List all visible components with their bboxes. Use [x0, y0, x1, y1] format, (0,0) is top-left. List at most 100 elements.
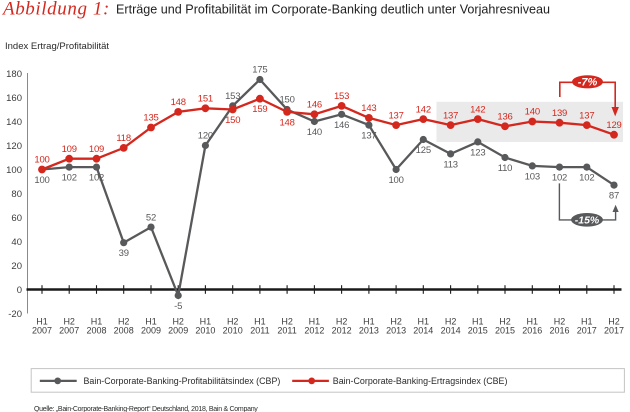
svg-text:H2: H2: [63, 317, 75, 327]
svg-text:Index Ertrag/Profitabilität: Index Ertrag/Profitabilität: [5, 41, 109, 52]
svg-text:2008: 2008: [86, 326, 106, 336]
svg-text:2014: 2014: [441, 326, 461, 336]
svg-text:2015: 2015: [495, 326, 515, 336]
svg-text:102: 102: [552, 173, 567, 184]
svg-text:137: 137: [443, 110, 458, 121]
svg-text:143: 143: [361, 103, 376, 114]
svg-text:H1: H1: [254, 317, 266, 327]
svg-text:2011: 2011: [277, 326, 296, 336]
svg-text:H2: H2: [227, 317, 239, 327]
svg-text:2009: 2009: [141, 326, 161, 336]
svg-text:120: 120: [6, 141, 22, 152]
svg-text:100: 100: [34, 155, 49, 166]
svg-text:H2: H2: [499, 317, 511, 327]
svg-text:H1: H1: [36, 317, 48, 327]
svg-text:160: 160: [6, 93, 22, 104]
svg-text:40: 40: [11, 237, 22, 248]
svg-text:140: 140: [307, 127, 322, 138]
svg-text:-20: -20: [8, 309, 22, 320]
svg-text:60: 60: [11, 213, 22, 224]
svg-text:2011: 2011: [250, 326, 269, 336]
svg-text:H1: H1: [581, 317, 593, 327]
svg-text:148: 148: [171, 97, 186, 108]
svg-text:2017: 2017: [577, 326, 597, 336]
svg-text:H1: H1: [418, 317, 430, 327]
svg-text:100: 100: [6, 165, 22, 176]
svg-text:153: 153: [225, 91, 240, 102]
svg-text:100: 100: [388, 175, 403, 186]
svg-text:129: 129: [606, 120, 621, 131]
svg-text:H1: H1: [309, 317, 321, 327]
svg-text:109: 109: [89, 144, 104, 155]
svg-text:100: 100: [34, 175, 49, 186]
svg-text:148: 148: [279, 117, 294, 128]
svg-text:2013: 2013: [386, 326, 406, 336]
svg-text:Erträge und Profitabilität im: Erträge und Profitabilität im Corporate-…: [116, 3, 550, 17]
svg-text:-5: -5: [174, 301, 182, 312]
svg-text:2016: 2016: [549, 326, 569, 336]
svg-text:139: 139: [552, 108, 567, 119]
svg-text:2013: 2013: [359, 326, 379, 336]
svg-text:175: 175: [252, 65, 267, 76]
svg-text:H2: H2: [172, 317, 184, 327]
svg-text:H1: H1: [91, 317, 103, 327]
svg-text:H2: H2: [608, 317, 620, 327]
svg-text:Bain-Corporate-Banking-Profita: Bain-Corporate-Banking-Profitabilitätsin…: [84, 376, 281, 386]
svg-text:H1: H1: [472, 317, 484, 327]
svg-text:0: 0: [17, 285, 22, 296]
svg-text:H2: H2: [281, 317, 293, 327]
svg-text:140: 140: [525, 107, 540, 118]
svg-text:2009: 2009: [168, 326, 188, 336]
svg-text:123: 123: [470, 147, 485, 158]
svg-text:142: 142: [416, 104, 431, 115]
svg-text:118: 118: [116, 133, 131, 144]
svg-text:113: 113: [443, 159, 458, 170]
svg-text:146: 146: [307, 100, 322, 111]
svg-text:-7%: -7%: [578, 77, 598, 89]
svg-text:102: 102: [89, 173, 104, 184]
svg-text:2015: 2015: [468, 326, 488, 336]
svg-text:102: 102: [62, 173, 77, 184]
svg-text:H2: H2: [336, 317, 348, 327]
svg-text:20: 20: [11, 261, 22, 272]
svg-text:150: 150: [225, 115, 240, 126]
svg-text:H2: H2: [390, 317, 402, 327]
svg-text:H2: H2: [118, 317, 130, 327]
svg-text:109: 109: [62, 144, 77, 155]
svg-text:120: 120: [198, 131, 213, 142]
svg-text:Quelle: „Bain-Corporate-Bankin: Quelle: „Bain-Corporate-Banking-Report“ …: [34, 406, 258, 412]
svg-text:2012: 2012: [304, 326, 324, 336]
svg-text:150: 150: [279, 95, 294, 106]
svg-text:2010: 2010: [195, 326, 215, 336]
svg-text:-15%: -15%: [575, 215, 600, 227]
svg-text:39: 39: [119, 248, 129, 259]
svg-text:102: 102: [579, 173, 594, 184]
svg-text:2017: 2017: [604, 326, 624, 336]
svg-text:Bain-Corporate-Banking-Ertrags: Bain-Corporate-Banking-Ertragsindex (CBE…: [333, 376, 508, 386]
svg-text:H2: H2: [554, 317, 566, 327]
svg-text:137: 137: [361, 131, 376, 142]
svg-text:80: 80: [11, 189, 22, 200]
svg-text:2008: 2008: [114, 326, 134, 336]
svg-text:Abbildung 1:: Abbildung 1:: [1, 0, 110, 20]
svg-text:H1: H1: [363, 317, 375, 327]
svg-text:153: 153: [334, 91, 349, 102]
svg-text:H1: H1: [145, 317, 157, 327]
svg-text:136: 136: [497, 112, 512, 123]
svg-text:140: 140: [6, 117, 22, 128]
svg-text:2012: 2012: [332, 326, 352, 336]
svg-text:2007: 2007: [59, 326, 79, 336]
svg-text:151: 151: [198, 94, 213, 105]
svg-text:135: 135: [143, 113, 158, 124]
svg-text:2016: 2016: [522, 326, 542, 336]
svg-text:110: 110: [498, 163, 513, 174]
svg-text:142: 142: [470, 104, 485, 115]
svg-text:H1: H1: [527, 317, 539, 327]
svg-text:H2: H2: [445, 317, 457, 327]
svg-text:87: 87: [609, 191, 619, 202]
svg-text:2010: 2010: [223, 326, 243, 336]
svg-text:2007: 2007: [32, 326, 52, 336]
svg-text:52: 52: [146, 212, 156, 223]
svg-text:125: 125: [416, 145, 431, 156]
svg-text:137: 137: [579, 110, 594, 121]
